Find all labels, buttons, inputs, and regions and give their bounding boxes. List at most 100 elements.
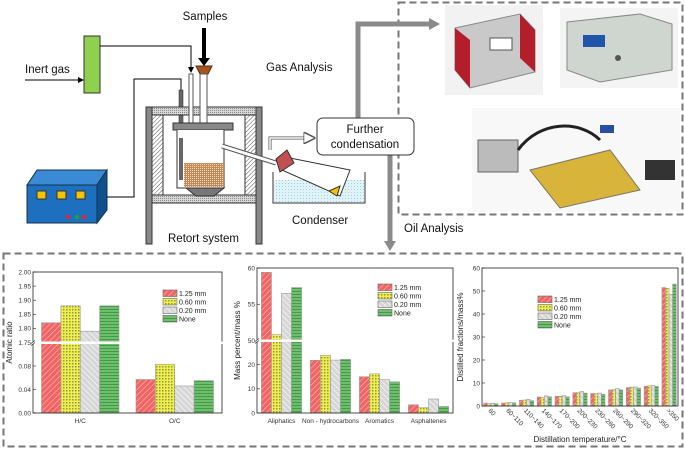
gas-analysis-label: Gas Analysis	[266, 62, 333, 74]
retort-system-label: Retort system	[168, 233, 239, 245]
y-tick-label: 0	[251, 410, 255, 417]
x-tick-label: Non - hydrocarbons	[302, 418, 360, 425]
bar-None-2	[389, 381, 400, 414]
y-tick-label: 0	[476, 403, 480, 410]
bar-0.60-mm-0	[271, 334, 282, 414]
legend-swatch	[162, 306, 178, 314]
bar-1.25-mm-10	[661, 287, 666, 407]
y-tick-label: 1.85	[18, 312, 31, 319]
x-tick-label: 60~110	[504, 407, 524, 427]
inert-gas-label: Inert gas	[25, 64, 70, 76]
legend-label: None	[179, 317, 196, 324]
bar-1.25-mm-4	[554, 396, 559, 407]
legend-swatch	[162, 289, 178, 297]
bar-0.20-mm-4	[561, 395, 567, 407]
y-tick-label: 0.08	[18, 363, 31, 370]
legend-swatch	[162, 298, 178, 306]
legend-label: 0.20 mm	[394, 302, 421, 309]
y-axis-title: Atomic ratio	[5, 321, 14, 364]
bar-1.25-mm-9	[643, 385, 649, 407]
legend-swatch	[377, 300, 393, 308]
bar-1.25-mm-8	[626, 387, 631, 407]
legend-swatch	[377, 309, 393, 317]
bar-1.25-mm-2	[359, 376, 370, 414]
y-axis-title: Distilled fractions/mass%	[456, 293, 465, 382]
y-tick-label: 0.04	[18, 387, 31, 394]
y-tick-label: 30	[473, 334, 481, 341]
y-tick-label: 20	[473, 357, 481, 364]
bar-0.60-mm-3	[418, 407, 429, 414]
flowmeter-box	[83, 35, 101, 94]
portable-gas-analyzer-photo	[445, 5, 543, 95]
plot-frame	[481, 267, 679, 407]
field-gas-analyzer-setup-photo	[472, 108, 680, 212]
bar-0.20-mm-2	[379, 379, 390, 414]
legend-swatch	[537, 295, 553, 303]
bar-0.20-mm-0	[281, 293, 292, 414]
y-tick-label: 20	[248, 362, 256, 369]
bar-0.60-mm-9	[647, 385, 652, 407]
bar-0.60-mm-2	[369, 373, 380, 414]
y-tick-label: 1.80	[18, 326, 31, 333]
axis-break-icon	[30, 340, 36, 346]
y-tick-label: 10	[248, 386, 256, 393]
chart-2: 0 10 20 50 55 60 Aliphatics Non - hydrocarbons A…	[233, 265, 454, 425]
bar-1.25-mm-1	[135, 379, 156, 414]
bar-0.60-mm-6	[593, 393, 599, 407]
bar-1.25-mm-0	[483, 402, 488, 407]
legend-swatch	[377, 283, 393, 291]
x-tick-label: 60	[486, 407, 496, 417]
further-condensation-label-2: condensation	[331, 139, 399, 151]
axis-break-icon	[254, 338, 260, 344]
legend-swatch	[377, 292, 393, 300]
bar-None-5	[583, 392, 588, 407]
bar-1.25-mm-0	[261, 272, 272, 414]
bar-None-3	[547, 396, 552, 407]
bar-1.25-mm-3	[408, 404, 419, 414]
y-tick-label: 1.75	[18, 340, 31, 347]
gas-line	[100, 45, 194, 73]
bar-0.60-mm-5	[576, 392, 581, 407]
feed-funnel	[195, 65, 213, 75]
bar-None-1	[511, 402, 517, 407]
bar-0.60-mm-1	[320, 354, 331, 414]
y-tick-label: 1.95	[18, 283, 31, 290]
oil-analysis-label: Oil Analysis	[404, 223, 464, 235]
bar-0.20-mm-0	[490, 402, 495, 407]
bar-1.25-mm-5	[572, 392, 577, 407]
y-tick-label: 60	[248, 265, 256, 272]
retort-furnace	[145, 73, 263, 245]
legend-label: 1.25 mm	[179, 291, 206, 298]
x-axis-title: Distillation temperature/°C	[533, 435, 626, 444]
legend-label: 0.60 mm	[554, 306, 581, 313]
bar-0.60-mm-0	[60, 305, 81, 414]
bar-1.25-mm-1	[310, 360, 321, 414]
vapor-to-condensation-arrow	[269, 138, 314, 150]
bar-0.60-mm-1	[504, 402, 510, 407]
x-tick-label: Aliphatics	[268, 418, 297, 425]
bar-None-0	[99, 305, 120, 414]
x-tick-label: >350	[665, 407, 681, 423]
bar-1.25-mm-0	[41, 322, 62, 414]
bar-1.25-mm-6	[590, 393, 595, 407]
bar-None-7	[618, 389, 624, 407]
legend-label: None	[394, 311, 411, 318]
y-tick-label: 1.90	[18, 298, 31, 305]
flask-stopper	[275, 149, 295, 173]
bar-0.20-mm-10	[668, 294, 673, 407]
legend-swatch	[537, 312, 553, 320]
condenser-bath	[272, 172, 366, 204]
legend-label: 0.60 mm	[394, 294, 421, 301]
bar-0.60-mm-4	[558, 396, 563, 407]
bar-0.20-mm-3	[544, 395, 549, 407]
bar-None-2	[529, 400, 534, 407]
y-tick-label: 40	[473, 311, 481, 318]
bar-None-1	[340, 359, 351, 414]
legend-label: 0.20 mm	[179, 308, 206, 315]
condenser-label: Condenser	[292, 215, 348, 227]
legend-swatch	[162, 315, 178, 323]
y-tick-label: 10	[473, 380, 481, 387]
bar-0.20-mm-5	[579, 391, 584, 407]
y-tick-label: 0.00	[18, 410, 31, 417]
